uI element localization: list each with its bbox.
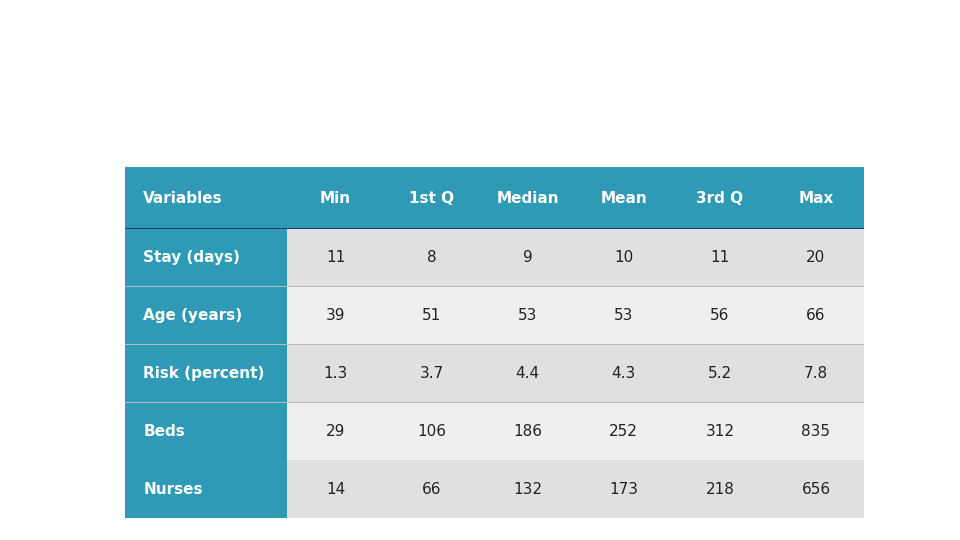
Bar xyxy=(480,287,576,345)
Text: 656: 656 xyxy=(802,482,830,497)
Bar xyxy=(480,167,576,229)
Text: 11: 11 xyxy=(325,250,345,265)
Bar xyxy=(768,287,864,345)
Bar xyxy=(480,345,576,403)
Text: 835: 835 xyxy=(802,424,830,439)
Bar xyxy=(768,345,864,403)
Text: 1.3: 1.3 xyxy=(324,366,348,381)
Bar xyxy=(125,229,287,287)
Bar xyxy=(768,403,864,461)
Text: Variable Distributions: Variable Distributions xyxy=(203,51,757,100)
Bar xyxy=(672,229,768,287)
Text: 9: 9 xyxy=(523,250,533,265)
Bar xyxy=(287,229,384,287)
Bar xyxy=(768,167,864,229)
Bar xyxy=(576,345,672,403)
Bar xyxy=(768,229,864,287)
Text: 173: 173 xyxy=(610,482,638,497)
Text: Median: Median xyxy=(496,191,559,206)
Bar xyxy=(480,461,576,518)
Bar xyxy=(384,461,480,518)
Bar xyxy=(125,167,287,229)
Text: 66: 66 xyxy=(421,482,442,497)
Bar xyxy=(125,403,287,461)
Bar xyxy=(125,228,864,229)
Text: 1st Q: 1st Q xyxy=(409,191,454,206)
Bar xyxy=(576,461,672,518)
Bar xyxy=(384,403,480,461)
Text: 56: 56 xyxy=(710,308,730,323)
Text: 3.7: 3.7 xyxy=(420,366,444,381)
Bar xyxy=(287,167,384,229)
Text: 4.4: 4.4 xyxy=(516,366,540,381)
Text: 186: 186 xyxy=(514,424,542,439)
Bar xyxy=(125,287,287,345)
Bar xyxy=(125,461,287,518)
Text: Nurses: Nurses xyxy=(143,482,203,497)
Bar xyxy=(384,345,480,403)
Bar xyxy=(672,167,768,229)
Text: Min: Min xyxy=(320,191,351,206)
Text: 3rd Q: 3rd Q xyxy=(696,191,743,206)
Bar xyxy=(576,403,672,461)
Text: 66: 66 xyxy=(806,308,826,323)
Bar xyxy=(287,461,384,518)
Text: 29: 29 xyxy=(325,424,346,439)
Bar xyxy=(287,345,384,403)
Text: 14: 14 xyxy=(325,482,345,497)
Text: 106: 106 xyxy=(417,424,446,439)
Bar xyxy=(384,287,480,345)
Text: 39: 39 xyxy=(325,308,346,323)
Bar xyxy=(125,517,864,518)
Bar xyxy=(287,287,384,345)
Bar xyxy=(576,229,672,287)
Text: Stay (days): Stay (days) xyxy=(143,250,240,265)
Text: 218: 218 xyxy=(706,482,734,497)
Text: 4.3: 4.3 xyxy=(612,366,636,381)
Bar xyxy=(480,403,576,461)
Text: 53: 53 xyxy=(518,308,538,323)
Text: Age (years): Age (years) xyxy=(143,308,243,323)
Bar xyxy=(287,403,384,461)
Bar xyxy=(672,403,768,461)
Text: Risk (percent): Risk (percent) xyxy=(143,366,265,381)
Text: 53: 53 xyxy=(614,308,634,323)
Bar xyxy=(672,345,768,403)
Bar xyxy=(672,287,768,345)
Text: Max: Max xyxy=(799,191,833,206)
Text: 132: 132 xyxy=(514,482,542,497)
Text: 11: 11 xyxy=(710,250,730,265)
Text: 312: 312 xyxy=(706,424,734,439)
Text: 8: 8 xyxy=(427,250,437,265)
Bar xyxy=(576,287,672,345)
Bar xyxy=(768,461,864,518)
Bar xyxy=(576,167,672,229)
Text: Variables: Variables xyxy=(143,191,223,206)
Text: 51: 51 xyxy=(422,308,442,323)
Bar xyxy=(480,229,576,287)
Text: Mean: Mean xyxy=(600,191,647,206)
Bar xyxy=(672,461,768,518)
Bar xyxy=(384,229,480,287)
Text: 252: 252 xyxy=(610,424,638,439)
Text: 10: 10 xyxy=(614,250,634,265)
Text: 20: 20 xyxy=(806,250,826,265)
Bar xyxy=(125,345,287,403)
Bar xyxy=(384,167,480,229)
Text: 5.2: 5.2 xyxy=(708,366,732,381)
Text: Beds: Beds xyxy=(143,424,185,439)
Text: 7.8: 7.8 xyxy=(804,366,828,381)
Bar xyxy=(125,166,864,167)
